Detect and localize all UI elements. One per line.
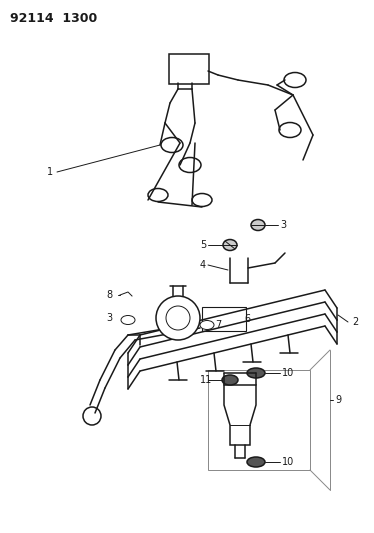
Ellipse shape	[179, 157, 201, 173]
Ellipse shape	[284, 72, 306, 87]
Ellipse shape	[121, 316, 135, 325]
Ellipse shape	[192, 193, 212, 206]
Text: 5: 5	[200, 240, 206, 250]
Circle shape	[156, 296, 200, 340]
Text: 3: 3	[280, 220, 286, 230]
FancyBboxPatch shape	[169, 54, 209, 84]
Text: 92114  1300: 92114 1300	[10, 12, 97, 25]
Text: 4: 4	[200, 260, 206, 270]
Text: 1: 1	[47, 167, 53, 177]
Circle shape	[166, 306, 190, 330]
Ellipse shape	[247, 457, 265, 467]
Polygon shape	[224, 385, 256, 445]
Ellipse shape	[222, 375, 238, 385]
Text: 2: 2	[352, 317, 358, 327]
FancyBboxPatch shape	[202, 307, 246, 331]
Ellipse shape	[251, 220, 265, 230]
Ellipse shape	[161, 138, 183, 152]
Text: 11: 11	[200, 375, 212, 385]
Text: 7: 7	[215, 320, 221, 330]
Ellipse shape	[148, 189, 168, 201]
Text: 9: 9	[335, 395, 341, 405]
Ellipse shape	[223, 239, 237, 251]
Text: 3: 3	[106, 313, 112, 323]
Circle shape	[83, 407, 101, 425]
Text: 10: 10	[282, 368, 294, 378]
Ellipse shape	[200, 320, 214, 329]
Ellipse shape	[279, 123, 301, 138]
Ellipse shape	[247, 368, 265, 378]
Text: 6: 6	[244, 314, 250, 324]
Text: 8: 8	[106, 290, 112, 300]
Text: 10: 10	[282, 457, 294, 467]
